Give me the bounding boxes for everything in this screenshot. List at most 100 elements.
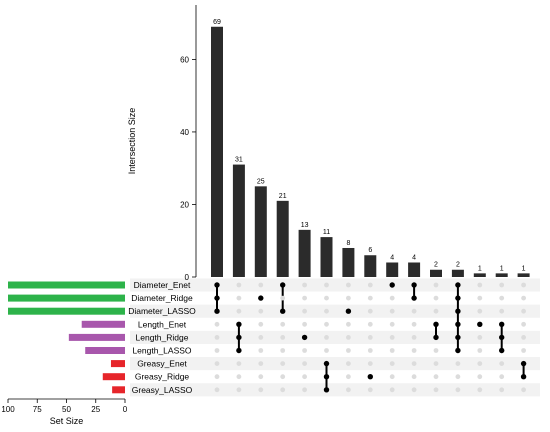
matrix-dot-inactive	[367, 348, 373, 353]
set-size-tick-label: 75	[33, 405, 42, 414]
matrix-dot-active	[323, 387, 330, 393]
intersection-bar	[342, 247, 355, 277]
set-size-bar	[8, 294, 125, 302]
matrix-dot-inactive	[477, 361, 483, 366]
y-tick-label: 60	[180, 55, 189, 64]
intersection-bar	[451, 269, 464, 277]
matrix-dot-inactive	[346, 387, 351, 393]
matrix-dot-inactive	[324, 295, 329, 301]
matrix-dot-inactive	[258, 387, 264, 393]
matrix-dot-inactive	[214, 361, 220, 366]
matrix-dot-inactive	[280, 295, 286, 301]
matrix-dot-inactive	[389, 295, 395, 301]
matrix-dot-inactive	[521, 308, 526, 314]
matrix-dot-active	[477, 321, 483, 327]
matrix-dot-inactive	[258, 321, 264, 327]
matrix-dot-active	[236, 334, 242, 341]
matrix-dot-active	[258, 295, 264, 301]
matrix-dot-inactive	[477, 295, 483, 301]
matrix-dot-inactive	[236, 361, 242, 366]
matrix-dot-inactive	[258, 348, 264, 353]
matrix-dot-active	[455, 282, 461, 288]
matrix-dot-inactive	[411, 348, 417, 353]
matrix-row-shade	[130, 357, 540, 371]
matrix-dot-active	[455, 347, 461, 354]
matrix-dot-active	[499, 334, 505, 341]
matrix-dot-inactive	[302, 374, 307, 380]
matrix-dot-inactive	[477, 387, 483, 393]
matrix-dot-inactive	[346, 295, 351, 301]
matrix-dot-inactive	[521, 321, 526, 327]
intersection-value-label: 1	[478, 265, 482, 272]
matrix-dot-inactive	[367, 295, 373, 301]
matrix-dot-active	[411, 295, 417, 301]
set-name-label: Length_Enet	[138, 319, 187, 329]
matrix-dot-active	[455, 308, 461, 314]
matrix-dot-inactive	[302, 361, 307, 366]
set-name-label: Length_Ridge	[136, 332, 189, 342]
matrix-dot-active	[236, 321, 242, 327]
set-name-label: Greasy_Enet	[137, 359, 187, 369]
matrix-dot-inactive	[411, 387, 417, 393]
matrix-dot-active	[389, 282, 395, 288]
matrix-dot-inactive	[280, 387, 286, 393]
matrix-dot-inactive	[521, 335, 526, 340]
intersection-bar	[211, 26, 223, 278]
set-size-bar	[110, 360, 125, 368]
matrix-dot-inactive	[236, 295, 242, 301]
matrix-dot-inactive	[411, 321, 417, 327]
matrix-dot-active	[214, 295, 220, 301]
matrix-dot-active	[433, 321, 439, 327]
matrix-dot-inactive	[346, 335, 351, 340]
intersection-bar	[298, 229, 311, 277]
matrix-dot-inactive	[521, 282, 526, 288]
intersection-bar	[473, 273, 486, 277]
matrix-dot-inactive	[302, 321, 307, 327]
matrix-dot-inactive	[411, 308, 417, 314]
intersection-value-label: 21	[279, 193, 287, 200]
set-name-label: Length_LASSO	[132, 346, 191, 356]
matrix-dot-inactive	[389, 321, 395, 327]
matrix-dot-active	[280, 282, 286, 288]
set-name-label: Greasy_Ridge	[135, 372, 190, 382]
matrix-row-shade	[130, 278, 540, 292]
matrix-dot-inactive	[389, 387, 395, 393]
intersection-size-axis-title: Intersection Size	[127, 108, 137, 175]
matrix-dot-active	[499, 347, 505, 354]
matrix-dot-inactive	[214, 387, 220, 393]
matrix-dot-active	[499, 321, 505, 327]
intersection-bar	[430, 269, 442, 277]
intersection-bar	[276, 200, 289, 277]
intersection-value-label: 69	[213, 19, 221, 26]
matrix-dot-active	[455, 295, 461, 301]
matrix-dot-inactive	[324, 308, 329, 314]
matrix-dot-active	[280, 308, 286, 314]
matrix-dot-inactive	[258, 308, 264, 314]
matrix-dot-inactive	[433, 387, 439, 393]
matrix-row-shade	[130, 383, 540, 397]
y-tick-label: 20	[180, 200, 189, 209]
intersection-value-label: 25	[257, 178, 265, 185]
matrix-dot-inactive	[324, 282, 329, 288]
matrix-dot-inactive	[521, 295, 526, 301]
matrix-dot-inactive	[433, 308, 439, 314]
matrix-dot-inactive	[521, 348, 526, 353]
set-size-tick-label: 100	[1, 405, 15, 414]
matrix-dot-inactive	[302, 308, 307, 314]
intersection-value-label: 2	[434, 262, 438, 269]
matrix-dot-inactive	[324, 335, 329, 340]
set-name-label: Greasy_LASSO	[132, 385, 193, 395]
set-name-label: Diameter_Ridge	[131, 293, 193, 303]
matrix-dot-inactive	[346, 321, 351, 327]
matrix-dot-active	[323, 374, 330, 380]
matrix-dot-inactive	[389, 348, 395, 353]
matrix-dot-inactive	[433, 282, 439, 288]
matrix-dot-active	[367, 374, 373, 380]
set-size-bar	[68, 333, 125, 341]
intersection-value-label: 31	[235, 157, 243, 164]
matrix-dot-active	[345, 308, 352, 314]
matrix-dot-active	[455, 334, 461, 341]
set-size-bar	[8, 307, 125, 315]
set-size-bar	[102, 373, 125, 381]
